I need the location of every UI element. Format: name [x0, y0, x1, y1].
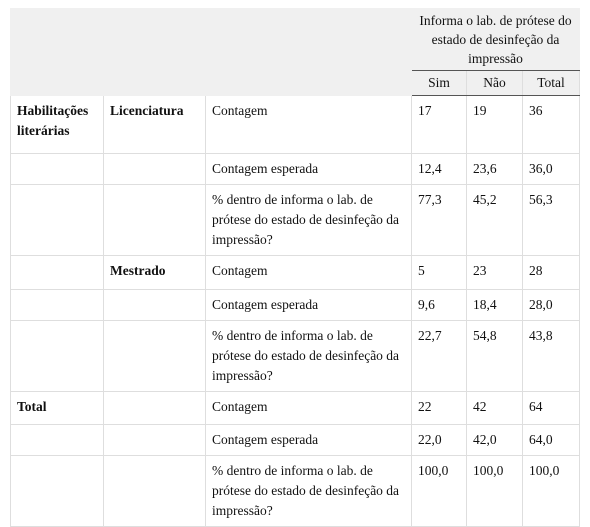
statistic-label: Contagem: [204, 391, 413, 425]
group-label: [10, 289, 104, 321]
subgroup-label: [103, 320, 206, 392]
cell-value: 100,0: [411, 455, 468, 527]
cell-value: 22: [411, 391, 468, 425]
cell-value: 23: [466, 255, 524, 290]
cell-value: 12,4: [411, 153, 468, 185]
cell-value: 45,2: [466, 184, 524, 256]
cell-value: 19: [466, 95, 524, 154]
subgroup-label: [103, 153, 206, 185]
table-row: % dentro de informa o lab. de prótese do…: [10, 320, 581, 392]
table-row: Contagem esperada 12,4 23,6 36,0: [10, 153, 581, 185]
cell-value: 54,8: [466, 320, 524, 392]
cell-value: 28: [522, 255, 581, 290]
group-label: [10, 455, 104, 527]
cell-value: 28,0: [522, 289, 581, 321]
cell-value: 42: [466, 391, 524, 425]
statistic-label: Contagem esperada: [204, 424, 413, 456]
cell-value: 36,0: [522, 153, 581, 185]
subgroup-label: [103, 289, 206, 321]
table-body: Habilitações literárias Licenciatura Conta…: [10, 95, 581, 527]
table-row: Habilitações literárias Licenciatura Conta…: [10, 95, 581, 154]
group-title: Informa o lab. de prótese do estado de d…: [411, 8, 581, 71]
cell-value: 22,0: [411, 424, 468, 456]
cell-value: 36: [522, 95, 581, 154]
header-row: Informa o lab. de prótese do estado de d…: [9, 8, 581, 96]
table-row: Contagem esperada 9,6 18,4 28,0: [10, 289, 581, 321]
group-label: [10, 320, 104, 392]
table-row: Mestrado Contagem 5 23 28: [10, 255, 581, 290]
cell-value: 64: [522, 391, 581, 425]
statistic-label: Contagem: [204, 95, 413, 154]
header-row: Sim Não Total: [11, 70, 581, 96]
subgroup-label: Mestrado: [103, 255, 206, 290]
cell-value: 23,6: [466, 153, 524, 185]
group-label: [10, 424, 104, 456]
column-header: Total: [522, 70, 581, 96]
group-label: [10, 255, 104, 290]
subgroup-label: [103, 391, 206, 425]
table-row: Contagem esperada 22,0 42,0 64,0: [10, 424, 581, 456]
column-header: Não: [466, 70, 524, 96]
column-header: Sim: [411, 70, 468, 96]
statistic-label: % dentro de informa o lab. de prótese do…: [204, 184, 413, 256]
cell-value: 43,8: [522, 320, 581, 392]
statistic-label: % dentro de informa o lab. de prótese do…: [204, 455, 413, 527]
cell-value: 64,0: [522, 424, 581, 456]
group-label: Habilitações literárias: [10, 95, 104, 154]
cell-value: 100,0: [522, 455, 581, 527]
cell-value: 77,3: [411, 184, 468, 256]
cell-value: 100,0: [466, 455, 524, 527]
cell-value: 18,4: [466, 289, 524, 321]
cell-value: 22,7: [411, 320, 468, 392]
cell-value: 5: [411, 255, 468, 290]
statistic-label: % dentro de informa o lab. de prótese do…: [204, 320, 413, 392]
table-header: Informa o lab. de prótese do estado de d…: [9, 8, 581, 96]
table-row: Total Contagem 22 42 64: [10, 391, 581, 425]
subgroup-label: [103, 184, 206, 256]
cell-value: 42,0: [466, 424, 524, 456]
cell-value: 17: [411, 95, 468, 154]
cell-value: 9,6: [411, 289, 468, 321]
subgroup-label: [103, 424, 206, 456]
statistic-label: Contagem esperada: [204, 289, 413, 321]
group-label: [10, 184, 104, 256]
subgroup-label: [103, 455, 206, 527]
cell-value: 56,3: [522, 184, 581, 256]
statistic-label: Contagem esperada: [204, 153, 413, 185]
table-row: % dentro de informa o lab. de prótese do…: [10, 455, 581, 527]
group-label: [10, 153, 104, 185]
header-blank: [9, 8, 413, 96]
crosstab: Informa o lab. de prótese do estado de d…: [9, 8, 581, 527]
statistic-label: Contagem: [204, 255, 413, 290]
group-label: Total: [10, 391, 104, 425]
table-row: % dentro de informa o lab. de prótese do…: [10, 184, 581, 256]
subgroup-label: Licenciatura: [103, 95, 206, 154]
